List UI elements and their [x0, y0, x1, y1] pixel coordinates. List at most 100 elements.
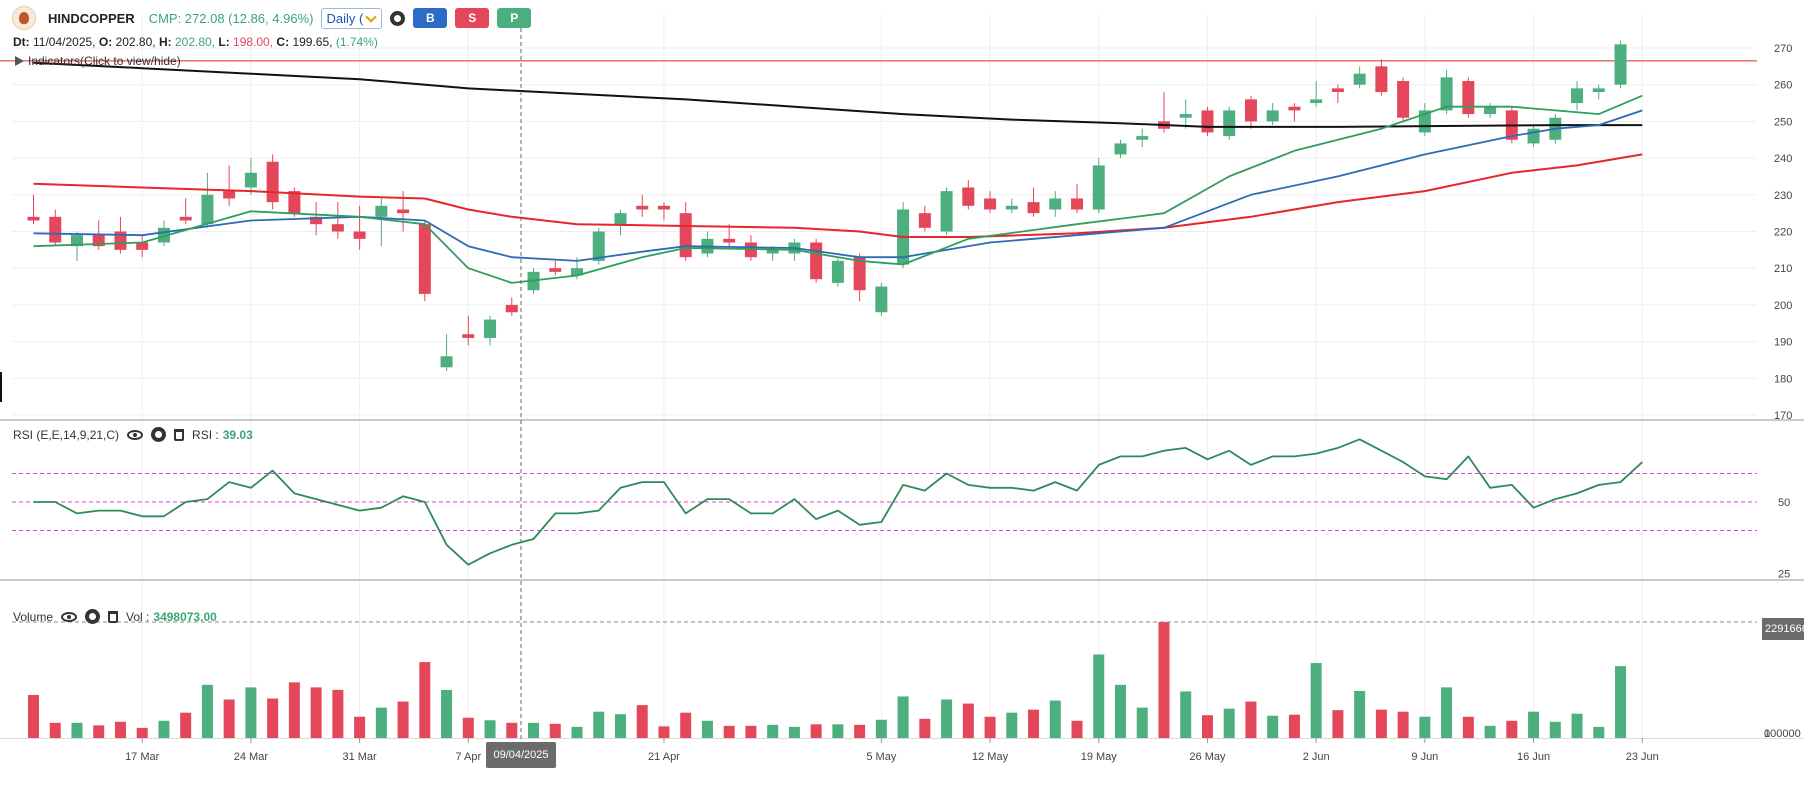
- candle-body: [592, 231, 605, 261]
- candle-body: [1005, 205, 1018, 210]
- volume-bar: [767, 724, 779, 738]
- volume-bar: [723, 725, 735, 738]
- volume-bar: [332, 689, 344, 738]
- moving-average-line: [33, 109, 1643, 262]
- candle-body: [462, 334, 475, 338]
- volume-bar: [941, 699, 953, 738]
- candle-body: [1114, 143, 1127, 155]
- ohlc-readout: Dt: 11/04/2025, O: 202.80, H: 202.80, L:…: [13, 35, 378, 49]
- volume-bar: [1332, 710, 1344, 738]
- rsi-label: RSI (E,E,14,9,21,C): [13, 427, 120, 442]
- candle: [1244, 95, 1257, 129]
- candle-body: [1353, 73, 1366, 85]
- candle: [940, 187, 953, 236]
- candle-body: [49, 216, 62, 243]
- candle-body: [657, 205, 670, 210]
- volume-panel[interactable]: [12, 621, 1757, 738]
- candle-body: [1310, 99, 1323, 104]
- sell-button[interactable]: S: [455, 8, 490, 28]
- interval-value: Daily (: [326, 10, 364, 26]
- volume-bar: [1136, 707, 1148, 738]
- candle-body: [1375, 66, 1388, 93]
- candle: [679, 202, 692, 261]
- candle: [462, 315, 475, 346]
- open-label: O:: [98, 35, 113, 49]
- volume-bar: [441, 689, 453, 738]
- candle: [1157, 92, 1170, 133]
- x-tick-label: 17 Mar: [125, 751, 160, 763]
- candle: [1462, 77, 1475, 118]
- price-panel[interactable]: [0, 40, 1757, 371]
- candle: [505, 297, 518, 316]
- candle-body: [1092, 165, 1105, 210]
- candle: [70, 231, 83, 261]
- candle-body: [875, 286, 888, 313]
- candle-body: [418, 224, 431, 294]
- eye-icon[interactable]: [61, 611, 78, 622]
- chart-header: HINDCOPPER CMP: 272.08 (12.86, 4.96%) Da…: [12, 6, 532, 30]
- volume-bar: [93, 725, 105, 738]
- trash-icon[interactable]: [108, 610, 119, 623]
- price-tick-label: 240: [1774, 153, 1792, 165]
- volume-bar: [549, 723, 561, 738]
- x-tick-label: 16 Jun: [1517, 751, 1550, 763]
- volume-bar: [1288, 714, 1300, 738]
- buy-button[interactable]: B: [413, 8, 448, 28]
- volume-tick-label: 0: [1764, 728, 1770, 740]
- candle-body: [1440, 77, 1453, 111]
- candle-body: [1071, 198, 1084, 210]
- candle-body: [484, 319, 497, 338]
- candle-body: [310, 216, 323, 225]
- volume-bar: [854, 724, 866, 738]
- x-tick-label: 9 Jun: [1411, 751, 1438, 763]
- candle-body: [723, 238, 736, 243]
- volume-bar: [875, 719, 887, 738]
- candle-body: [614, 213, 627, 225]
- candle-body: [1397, 81, 1410, 118]
- low-value: 198.00,: [233, 35, 274, 49]
- rsi-panel[interactable]: [12, 438, 1757, 566]
- candle: [1223, 106, 1236, 140]
- interval-dropdown[interactable]: Daily (: [321, 7, 383, 29]
- volume-bar: [180, 712, 192, 738]
- volume-bar: [1375, 709, 1387, 738]
- candle-body: [179, 216, 192, 221]
- price-tick-label: 220: [1774, 227, 1792, 239]
- open-value: 202.80,: [115, 35, 156, 49]
- volume-bar: [1549, 721, 1561, 738]
- candle-body: [1244, 99, 1257, 122]
- x-tick-label: 7 Apr: [455, 751, 481, 763]
- volume-value-label: Vol :: [126, 609, 150, 624]
- volume-bar: [614, 714, 626, 738]
- rsi-value-label: RSI :: [192, 427, 219, 442]
- low-label: L:: [218, 35, 230, 49]
- candle: [1201, 106, 1214, 137]
- rsi-header: RSI (E,E,14,9,21,C) RSI :39.03: [13, 427, 253, 442]
- trash-icon[interactable]: [174, 428, 185, 441]
- volume-header: Volume Vol :3498073.00: [13, 609, 217, 624]
- scroll-handle[interactable]: [0, 372, 2, 402]
- p-button[interactable]: P: [497, 8, 532, 28]
- price-tick-label: 190: [1774, 337, 1792, 349]
- moving-average-line: [33, 61, 1643, 128]
- eye-icon[interactable]: [127, 429, 144, 440]
- gear-icon[interactable]: [85, 609, 101, 624]
- gear-icon[interactable]: [151, 427, 167, 442]
- rsi-tick-label: 50: [1778, 497, 1790, 509]
- gear-icon[interactable]: [390, 10, 406, 26]
- candle: [918, 205, 931, 232]
- indicators-toggle[interactable]: Indicators(Click to view/hide): [15, 54, 181, 68]
- candle-body: [70, 235, 83, 247]
- candle: [331, 202, 344, 239]
- volume-bar: [1615, 666, 1627, 738]
- dt-value: 11/04/2025,: [33, 35, 96, 49]
- candle-body: [136, 242, 149, 250]
- x-tick-label: 31 Mar: [342, 751, 377, 763]
- symbol-name[interactable]: HINDCOPPER: [48, 10, 135, 26]
- volume-bar: [71, 722, 83, 738]
- candle-body: [92, 235, 105, 247]
- candle: [201, 172, 214, 228]
- candle: [1266, 103, 1279, 126]
